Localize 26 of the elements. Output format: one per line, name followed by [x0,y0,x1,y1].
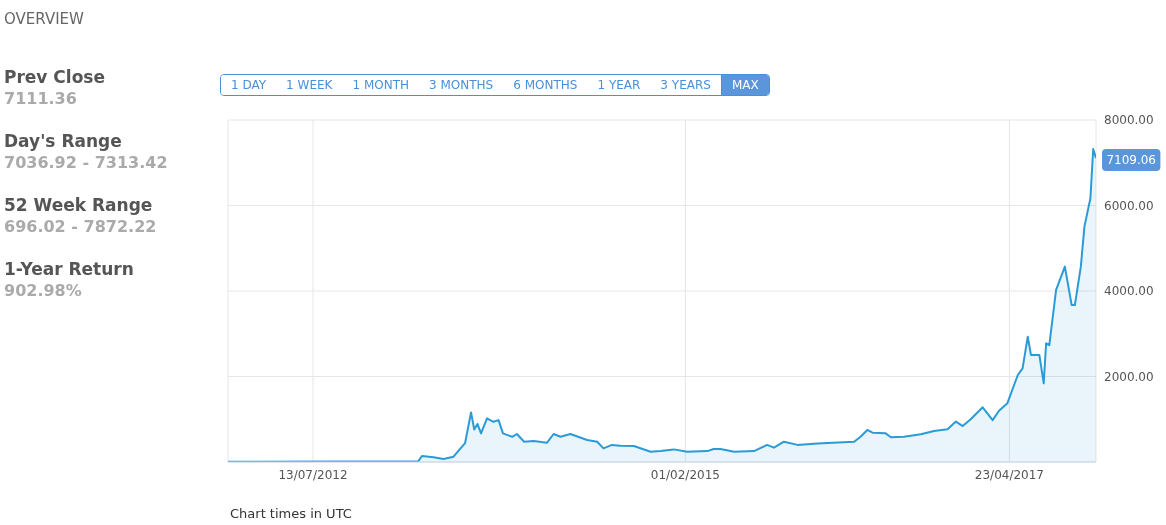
text: OVERVIEW [4,10,85,28]
text: 1-Year Return [4,258,135,280]
text: Day's Range [4,130,123,152]
text: 7111.36 [4,88,78,110]
x-tick-label: 13/07/2012 [278,467,348,482]
text: 1 WEEK [276,75,343,95]
text: 696.02 - 7872.22 [4,216,158,238]
text: 1 YEAR [587,75,651,95]
y-tick-label: 4000.00 [1104,284,1154,299]
y-tick-label: 2000.00 [1104,369,1154,384]
y-tick-label: 6000.00 [1104,198,1154,213]
text: 6 MONTHS [503,75,588,95]
y-tick-label: 8000.00 [1104,113,1154,128]
x-tick-label: 01/02/2015 [650,467,720,482]
data-label: 7109.06 [1106,152,1157,167]
text: 52 Week Range [4,194,154,216]
text: 902.98% [4,280,83,302]
text: 1 DAY [221,75,277,95]
text: 3 YEARS [650,75,721,95]
x-tick-label: 23/04/2017 [974,467,1044,482]
text: Prev Close [4,66,106,88]
text: 1 MONTH [342,75,420,95]
text: MAX [720,75,769,95]
text: 7036.92 - 7313.42 [4,152,169,174]
text: 3 MONTHS [419,75,504,95]
text: Chart times in UTC [230,506,352,521]
